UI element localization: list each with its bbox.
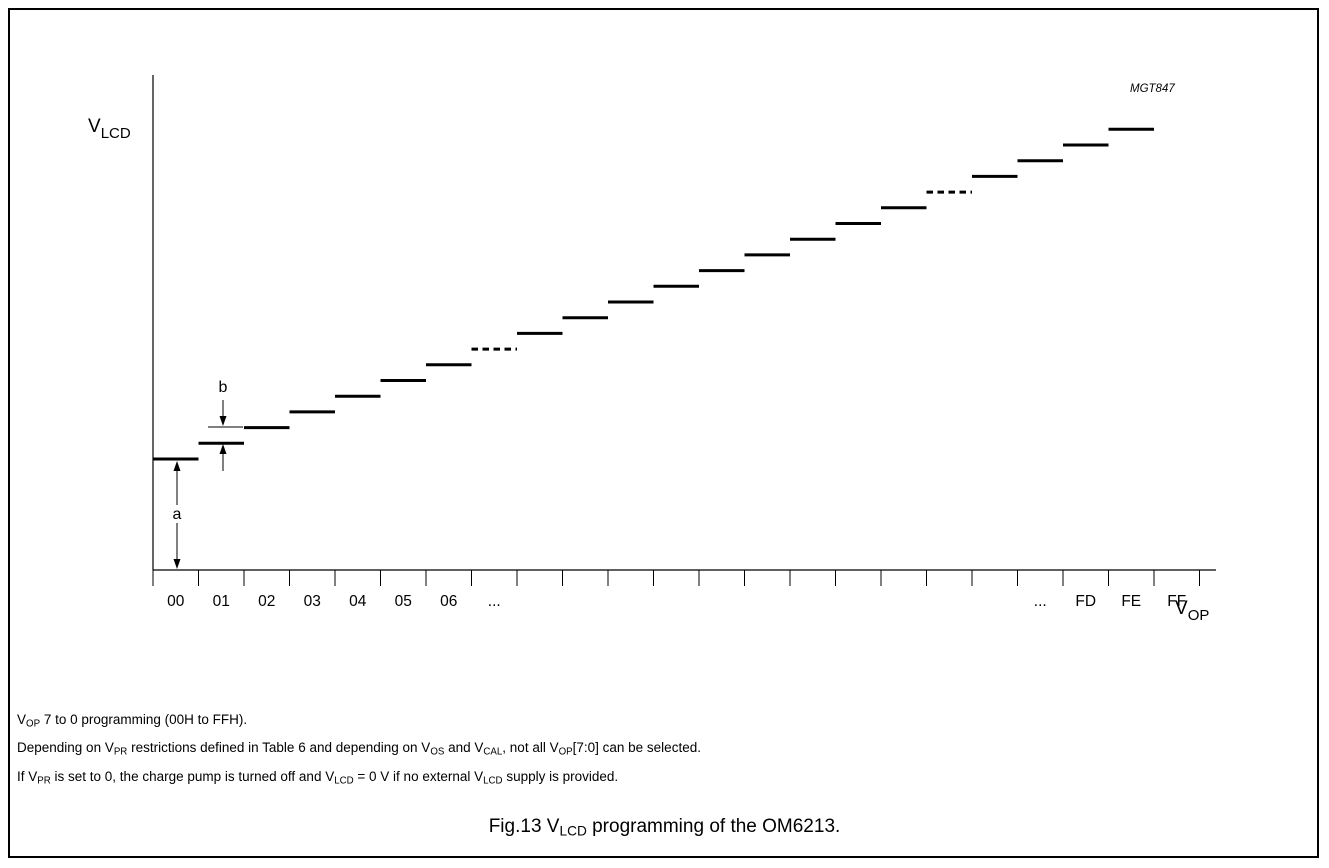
voltage-steps [153, 127, 1154, 461]
annotation-b-arrow-up [219, 444, 227, 454]
figure-caption: Fig.13 VLCD programming of the OM6213. [488, 816, 841, 839]
annotation-a-arrow-up [173, 461, 181, 471]
x-tick-label: 02 [258, 593, 275, 610]
x-tick-label: 04 [349, 593, 367, 610]
annotation-b: b [208, 379, 243, 471]
annotation-a-label: a [173, 506, 182, 523]
annotation-b-label: b [219, 379, 228, 396]
figure-notes: VOP 7 to 0 programming (00H to FFH). Dep… [17, 708, 701, 793]
note-1: VOP 7 to 0 programming (00H to FFH). [17, 712, 248, 730]
x-tick-label: 05 [395, 593, 412, 610]
x-tick-label: FF [1167, 593, 1186, 610]
annotation-a: a [170, 461, 184, 569]
x-tick-label: 01 [213, 593, 230, 610]
y-axis-label: VLCD [88, 116, 131, 142]
x-tick-label: ... [488, 593, 501, 610]
figure-frame [8, 8, 1319, 858]
x-tick-label: 00 [167, 593, 185, 610]
x-tick-label: 03 [304, 593, 321, 610]
x-axis-label: VOP [1175, 598, 1209, 624]
x-tick-label: FE [1121, 593, 1141, 610]
x-tick-label: ... [1034, 593, 1047, 610]
x-tick-label: FD [1075, 593, 1096, 610]
note-3: If VPR is set to 0, the charge pump is t… [17, 768, 619, 787]
note-2: Depending on VPR restrictions defined in… [17, 740, 701, 758]
annotation-a-arrow-down [173, 559, 181, 569]
annotation-b-arrow-down [219, 416, 227, 426]
x-tick-labels: 00 01 02 03 04 05 06...... FD FE FF [167, 593, 1186, 610]
figure-id: MGT847 [1130, 83, 1175, 95]
vlcd-programming-diagram: VLCD MGT847 VOP 00 01 02 03 04 05 06...... FD FE… [88, 75, 1216, 624]
x-tick-label: 06 [440, 593, 457, 610]
x-ticks [152, 570, 1200, 586]
